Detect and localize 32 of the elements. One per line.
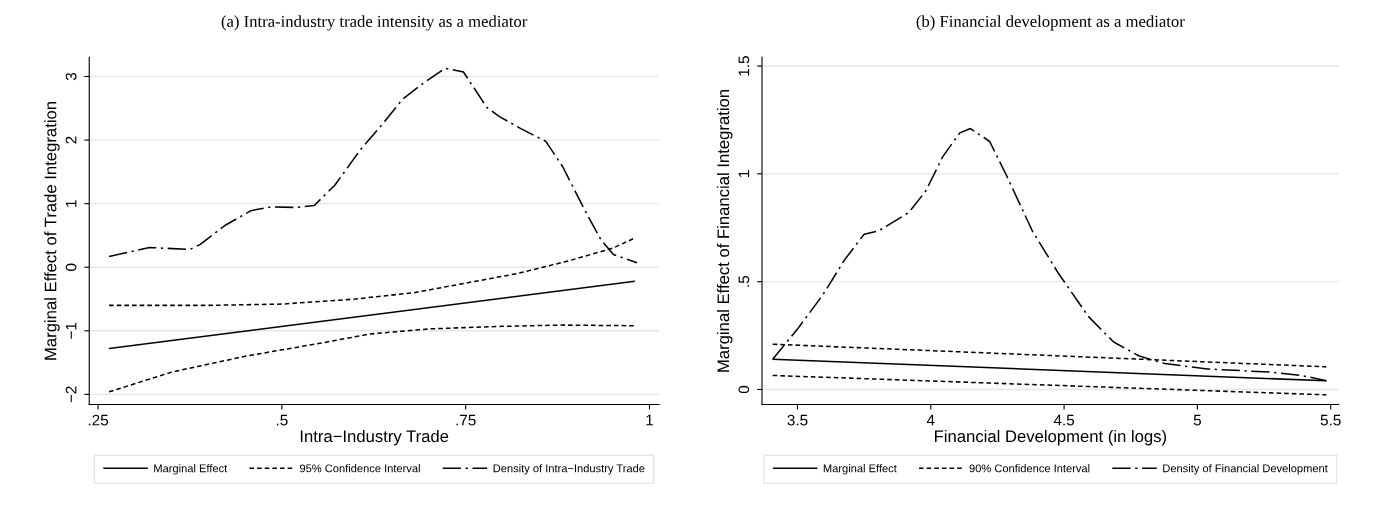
x-tick-label: .25 [88, 414, 109, 426]
y-tick-label: 1.5 [738, 56, 750, 76]
x-tick-label: 1 [646, 414, 653, 426]
y-tick-label: 1 [738, 170, 750, 177]
legend-label: 95% Confidence Interval [299, 464, 420, 473]
x-tick-label: .75 [456, 414, 476, 426]
x-tick-label: 3.5 [787, 414, 808, 426]
x-tick-label: 5.5 [1320, 414, 1341, 426]
y-axis-title: Marginal Effect of Trade Integration [44, 102, 60, 360]
legend-label: Marginal Effect [823, 464, 897, 475]
y-tick-label: −1 [65, 322, 77, 339]
x-tick-label: 4.5 [1053, 414, 1075, 426]
y-tick-label: 1 [65, 200, 77, 207]
x-axis-title: Intra−Industry Trade [300, 429, 449, 446]
x-tick-label: 5 [1193, 414, 1201, 426]
x-tick-label: .5 [276, 414, 288, 426]
x-axis-title: Financial Development (in logs) [935, 429, 1167, 446]
x-tick-label: 4 [926, 414, 935, 426]
y-axis-title: Marginal Effect of Financial Integration [716, 90, 733, 372]
y-tick-label: 0 [65, 263, 77, 271]
chart-title: (b) Financial development as a mediator [916, 15, 1185, 31]
legend-label: Marginal Effect [154, 464, 228, 475]
y-tick-label: −2 [65, 386, 77, 403]
line-series [108, 324, 636, 393]
legend-label: Density of Intra−Industry Trade [493, 464, 645, 475]
legend-label: 90% Confidence Interval [969, 464, 1090, 473]
legend-label: Density of Financial Development [1163, 464, 1328, 475]
y-tick-label: 3 [65, 72, 77, 81]
y-tick-label: 0 [738, 385, 750, 394]
y-tick-label: 2 [65, 136, 77, 144]
chart-title: (a) Intra-industry trade intensity as a mediator [221, 15, 528, 31]
y-tick-label: .5 [738, 275, 750, 287]
